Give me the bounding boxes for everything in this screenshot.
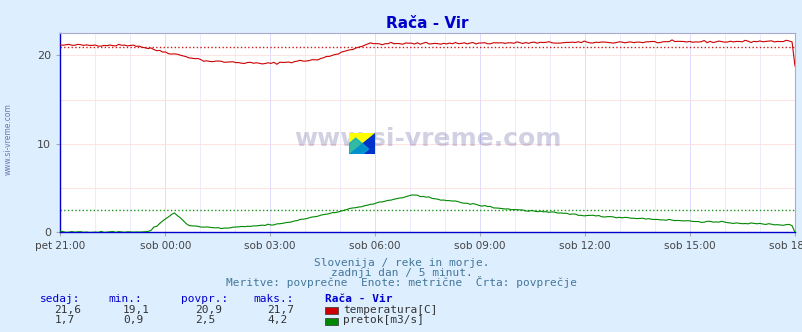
- Text: 21,7: 21,7: [267, 305, 294, 315]
- Title: Rača - Vir: Rača - Vir: [386, 16, 468, 31]
- Text: 20,9: 20,9: [195, 305, 222, 315]
- Text: 0,9: 0,9: [123, 315, 143, 325]
- Text: 19,1: 19,1: [123, 305, 150, 315]
- Text: 1,7: 1,7: [55, 315, 75, 325]
- Text: zadnji dan / 5 minut.: zadnji dan / 5 minut.: [330, 268, 472, 278]
- Text: pretok[m3/s]: pretok[m3/s]: [342, 315, 423, 325]
- Text: povpr.:: povpr.:: [180, 294, 228, 304]
- Text: maks.:: maks.:: [253, 294, 293, 304]
- Text: Meritve: povprečne  Enote: metrične  Črta: povprečje: Meritve: povprečne Enote: metrične Črta:…: [225, 276, 577, 288]
- Text: 2,5: 2,5: [195, 315, 215, 325]
- Polygon shape: [349, 133, 375, 154]
- Polygon shape: [349, 133, 375, 154]
- Text: temperatura[C]: temperatura[C]: [342, 305, 437, 315]
- Text: www.si-vreme.com: www.si-vreme.com: [3, 104, 13, 175]
- Text: min.:: min.:: [108, 294, 142, 304]
- Text: 4,2: 4,2: [267, 315, 287, 325]
- Text: Slovenija / reke in morje.: Slovenija / reke in morje.: [314, 258, 488, 268]
- Text: 21,6: 21,6: [55, 305, 82, 315]
- Text: sedaj:: sedaj:: [40, 294, 80, 304]
- Text: www.si-vreme.com: www.si-vreme.com: [294, 127, 561, 151]
- Polygon shape: [349, 138, 368, 154]
- Text: Rača - Vir: Rača - Vir: [325, 294, 392, 304]
